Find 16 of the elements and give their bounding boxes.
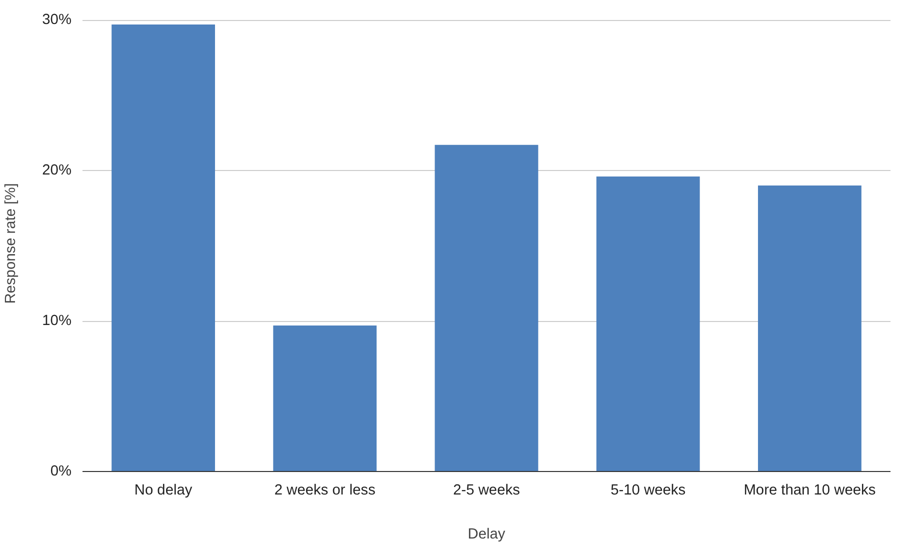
y-axis-title: Response rate [%] <box>3 183 20 304</box>
bar <box>273 326 377 472</box>
y-tick-label: 30% <box>42 12 72 28</box>
x-tick-label: 2-5 weeks <box>453 482 520 498</box>
bar <box>758 186 862 472</box>
bar <box>596 176 700 472</box>
x-tick-label: No delay <box>134 482 193 498</box>
y-tick-label: 20% <box>42 162 72 179</box>
x-tick-label: 2 weeks or less <box>274 482 376 498</box>
bar <box>112 24 216 472</box>
y-tick-label: 0% <box>50 464 72 480</box>
x-tick-label: More than 10 weeks <box>744 482 876 498</box>
bar <box>434 144 538 472</box>
y-tick-label: 10% <box>42 313 72 330</box>
x-tick-label: 5-10 weeks <box>610 482 686 498</box>
x-axis-title: Delay <box>468 526 506 542</box>
